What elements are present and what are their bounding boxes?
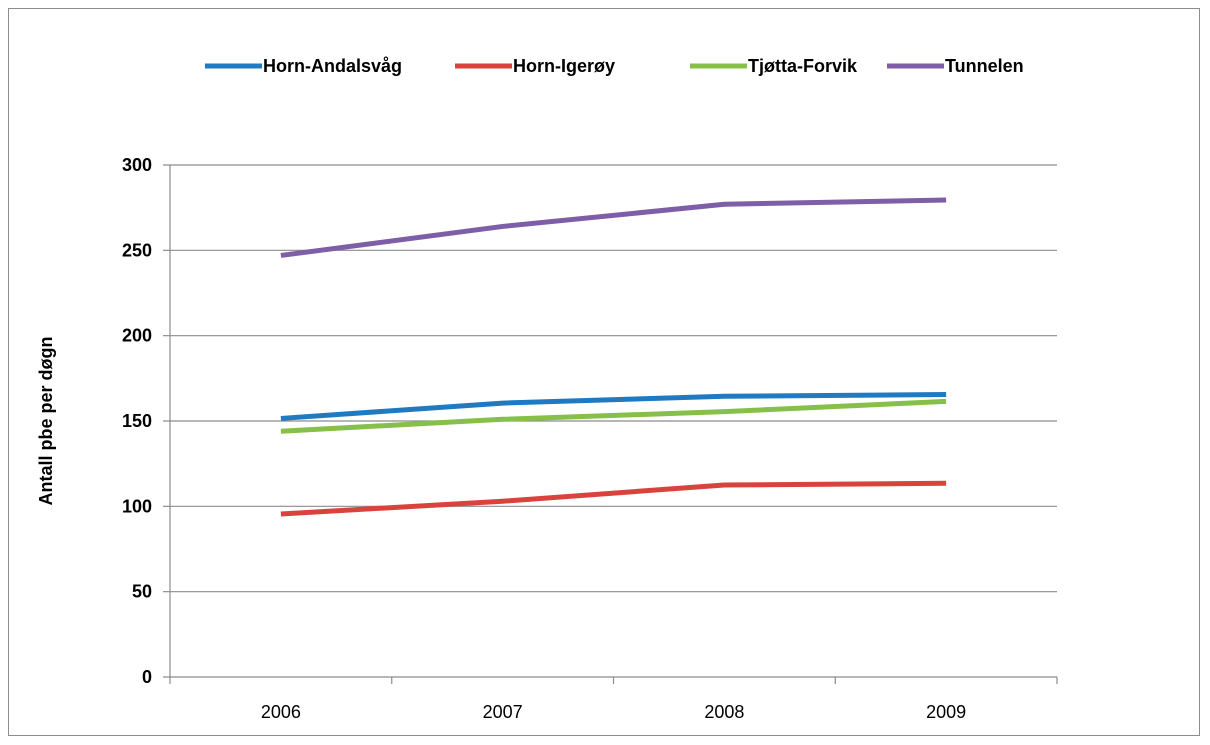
y-tick-label: 100 xyxy=(122,496,152,516)
series-lines xyxy=(280,197,947,517)
x-tick-label: 2006 xyxy=(261,702,301,722)
gridlines xyxy=(170,164,1057,593)
y-tick-label: 0 xyxy=(142,667,152,687)
y-tick-label: 300 xyxy=(122,155,152,175)
y-tick-label: 250 xyxy=(122,240,152,260)
legend: Horn-Andalsvåg Horn-Igerøy Tjøtta-Forvik Tu… xyxy=(205,56,1024,76)
series-line-1 xyxy=(280,392,947,421)
axes: 0 50 100 150 200 250 300 2006 2007 2008 2009 xyxy=(122,155,1058,722)
chart-frame xyxy=(8,8,1200,736)
x-tick-label: 2007 xyxy=(483,702,523,722)
series-line-2 xyxy=(280,480,947,517)
x-tick-label: 2008 xyxy=(704,702,744,722)
y-axis-title: Antall pbe per døgn xyxy=(36,337,56,506)
series-line-3 xyxy=(280,398,947,434)
y-tick-label: 50 xyxy=(132,582,152,602)
series-line-4 xyxy=(280,197,947,258)
legend-label: Horn-Igerøy xyxy=(513,56,615,76)
legend-label: Tjøtta-Forvik xyxy=(748,56,858,76)
y-tick-label: 150 xyxy=(122,411,152,431)
legend-label: Tunnelen xyxy=(945,56,1024,76)
legend-label: Horn-Andalsvåg xyxy=(263,56,402,76)
y-tick-label: 200 xyxy=(122,326,152,346)
x-tick-label: 2009 xyxy=(926,702,966,722)
